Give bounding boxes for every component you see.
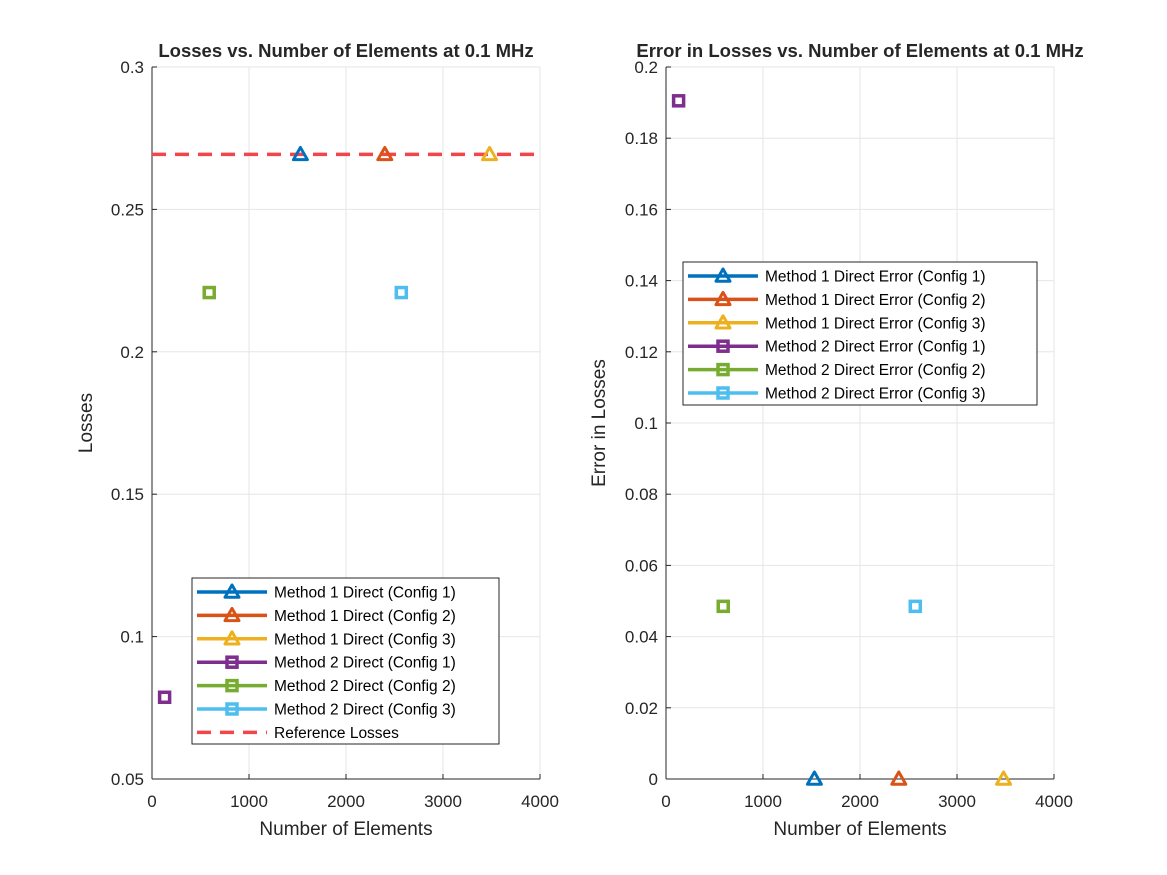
losses-legend-marker xyxy=(225,655,239,669)
losses-x-tick-label: 3000 xyxy=(424,792,462,811)
error-y-tick-label: 0.2 xyxy=(634,58,658,77)
losses-x-tick-label: 1000 xyxy=(230,792,268,811)
losses-legend-marker xyxy=(223,606,241,623)
error-legend-marker xyxy=(714,267,732,283)
error-data-point xyxy=(890,770,908,786)
error-y-tick-label: 0 xyxy=(649,770,658,789)
error-legend-label: Method 1 Direct Error (Config 3) xyxy=(765,315,986,332)
error-y-tick-label: 0.16 xyxy=(625,200,658,219)
losses-y-tick-label: 0.15 xyxy=(111,485,144,504)
error-data-point xyxy=(995,770,1013,786)
error-legend-label: Method 2 Direct Error (Config 1) xyxy=(765,339,986,356)
error-x-tick-label: 2000 xyxy=(841,792,879,811)
error-data-point xyxy=(671,94,686,108)
losses-legend-label: Method 2 Direct (Config 1) xyxy=(274,655,456,672)
losses-legend-label: Method 1 Direct (Config 3) xyxy=(274,631,456,648)
losses-y-tick-label: 0.05 xyxy=(111,770,144,789)
losses-legend-label: Method 2 Direct (Config 3) xyxy=(274,702,456,719)
error-y-tick-label: 0.18 xyxy=(625,129,658,148)
losses-x-tick-label: 4000 xyxy=(521,792,559,811)
error-chart-xlabel: Number of Elements xyxy=(773,819,946,840)
error-chart-ylabel: Error in Losses xyxy=(589,359,610,487)
losses-data-point xyxy=(157,690,172,705)
losses-data-point xyxy=(394,285,409,300)
error-legend-marker xyxy=(716,386,730,400)
losses-data-point xyxy=(481,145,499,162)
error-y-tick-label: 0.12 xyxy=(625,343,658,362)
error-legend-marker xyxy=(714,314,732,330)
losses-legend-marker xyxy=(225,678,239,693)
error-x-tick-label: 1000 xyxy=(744,792,782,811)
losses-chart-title: Losses vs. Number of Elements at 0.1 MHz xyxy=(158,40,533,61)
losses-legend-label: Method 1 Direct (Config 2) xyxy=(274,608,456,625)
error-legend-label: Method 2 Direct Error (Config 3) xyxy=(765,386,986,403)
error-chart-title: Error in Losses vs. Number of Elements a… xyxy=(636,40,1083,61)
error-legend-label: Method 1 Direct Error (Config 2) xyxy=(765,292,986,309)
error-legend-marker xyxy=(714,290,732,307)
losses-data-point xyxy=(291,145,309,162)
error-data-point xyxy=(716,599,730,614)
losses-x-tick-label: 0 xyxy=(147,792,156,811)
error-data-point xyxy=(805,770,823,786)
error-y-tick-label: 0.04 xyxy=(625,628,658,647)
error-x-tick-label: 3000 xyxy=(938,792,976,811)
error-legend-label: Method 1 Direct Error (Config 1) xyxy=(765,269,986,286)
error-x-tick-label: 0 xyxy=(661,792,670,811)
error-y-tick-label: 0.06 xyxy=(625,556,658,575)
losses-y-tick-label: 0.1 xyxy=(120,628,144,647)
error-data-point xyxy=(908,599,923,614)
error-x-tick-label: 4000 xyxy=(1035,792,1073,811)
losses-y-tick-label: 0.3 xyxy=(120,58,144,77)
error-legend-marker xyxy=(716,362,730,377)
error-legend xyxy=(682,261,1038,406)
losses-legend-marker xyxy=(223,630,241,646)
error-y-tick-label: 0.14 xyxy=(625,272,658,291)
error-legend-label: Method 2 Direct Error (Config 2) xyxy=(765,362,986,379)
error-y-tick-label: 0.02 xyxy=(625,699,658,718)
losses-legend-label: Reference Losses xyxy=(274,725,399,742)
losses-data-point xyxy=(202,285,216,300)
losses-chart-xlabel: Number of Elements xyxy=(259,819,432,840)
losses-data-point xyxy=(376,145,394,162)
losses-legend-marker xyxy=(225,702,239,716)
losses-chart-ylabel: Losses xyxy=(76,393,97,453)
losses-legend-label: Method 2 Direct (Config 2) xyxy=(274,678,456,695)
error-chart: 0 1000 2000 3000 4000 0 0.02 0.04 0.06 0.08 0.1 0.1… xyxy=(589,40,1084,840)
losses-x-tick-label: 2000 xyxy=(327,792,365,811)
losses-y-tick-label: 0.25 xyxy=(111,200,144,219)
losses-y-tick-label: 0.2 xyxy=(120,343,144,362)
error-y-tick-label: 0.08 xyxy=(625,485,658,504)
losses-chart: 0 1000 2000 3000 4000 0.05 0.1 0.15 0.2 0.25 0.3 Me… xyxy=(76,40,559,840)
error-y-tick-label: 0.1 xyxy=(634,414,658,433)
losses-legend-label: Method 1 Direct (Config 1) xyxy=(274,585,456,602)
losses-legend-marker xyxy=(223,583,241,599)
error-legend-marker xyxy=(716,339,730,353)
